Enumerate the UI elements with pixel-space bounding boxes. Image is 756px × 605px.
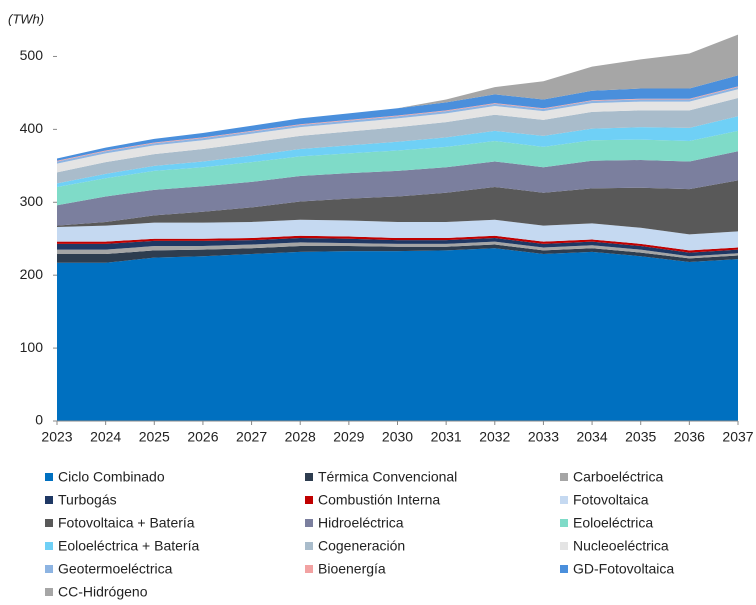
- legend-swatch: [45, 496, 53, 504]
- legend-label: Cogeneración: [318, 538, 405, 554]
- legend-swatch: [305, 473, 313, 481]
- legend-swatch: [305, 542, 313, 550]
- area: [57, 248, 738, 421]
- legend-swatch: [305, 519, 313, 527]
- legend-label: Eoloeléctrica + Batería: [58, 538, 199, 554]
- legend-label: Combustión Interna: [318, 492, 440, 508]
- legend-swatch: [305, 496, 313, 504]
- y-tick-label: 400: [20, 120, 44, 136]
- legend-label: Carboeléctrica: [573, 469, 663, 485]
- area: [57, 87, 738, 164]
- x-tick-label: 2027: [236, 429, 267, 445]
- area: [57, 219, 738, 251]
- legend-swatch: [560, 519, 568, 527]
- legend-label: Fotovoltaica + Batería: [58, 515, 195, 531]
- y-tick-label: 100: [20, 339, 44, 355]
- y-tick-label: 300: [20, 193, 44, 209]
- area: [57, 98, 738, 184]
- y-axis-title: (TWh): [8, 11, 44, 26]
- x-tick-label: 2034: [576, 429, 607, 445]
- x-tick-label: 2032: [479, 429, 510, 445]
- x-tick-label: 2037: [722, 429, 753, 445]
- legend-swatch: [45, 588, 53, 596]
- x-tick-label: 2029: [333, 429, 364, 445]
- x-tick-label: 2028: [285, 429, 316, 445]
- legend-label: Eoloeléctrica: [573, 515, 653, 531]
- legend-swatch: [45, 519, 53, 527]
- legend-swatch: [560, 496, 568, 504]
- legend-label: Geotermoeléctrica: [58, 561, 173, 577]
- area: [57, 237, 738, 257]
- x-tick-label: 2030: [382, 429, 413, 445]
- x-tick-label: 2026: [187, 429, 218, 445]
- legend-label: GD-Fotovoltaica: [573, 561, 674, 577]
- legend-label: CC-Hidrógeno: [58, 584, 148, 600]
- area: [57, 116, 738, 187]
- x-tick-label: 2036: [674, 429, 705, 445]
- area: [57, 89, 738, 173]
- legend-swatch: [305, 565, 313, 573]
- legend-swatch: [560, 542, 568, 550]
- x-tick-label: 2025: [139, 429, 170, 445]
- legend-swatch: [560, 565, 568, 573]
- area: [57, 130, 738, 206]
- legend-swatch: [45, 565, 53, 573]
- area: [57, 151, 738, 226]
- x-tick-label: 2035: [625, 429, 656, 445]
- legend-label: Ciclo Combinado: [58, 469, 165, 485]
- legend-label: Bioenergía: [318, 561, 386, 577]
- legend-label: Fotovoltaica: [573, 492, 649, 508]
- x-tick-label: 2023: [41, 429, 72, 445]
- y-tick-label: 0: [35, 412, 43, 428]
- x-tick-label: 2033: [528, 429, 559, 445]
- legend-swatch: [45, 473, 53, 481]
- area: [57, 235, 738, 253]
- x-tick-label: 2024: [90, 429, 121, 445]
- area: [57, 180, 738, 235]
- legend-label: Nucleoeléctrica: [573, 538, 669, 554]
- area: [57, 241, 738, 259]
- legend-label: Turbogás: [58, 492, 117, 508]
- y-tick-label: 500: [20, 47, 44, 63]
- area: [57, 244, 738, 263]
- legend-swatch: [560, 473, 568, 481]
- legend-swatch: [45, 542, 53, 550]
- y-tick-label: 200: [20, 266, 44, 282]
- area: [57, 75, 738, 161]
- x-tick-label: 2031: [431, 429, 462, 445]
- legend-label: Hidroeléctrica: [318, 515, 404, 531]
- legend-label: Térmica Convencional: [318, 469, 457, 485]
